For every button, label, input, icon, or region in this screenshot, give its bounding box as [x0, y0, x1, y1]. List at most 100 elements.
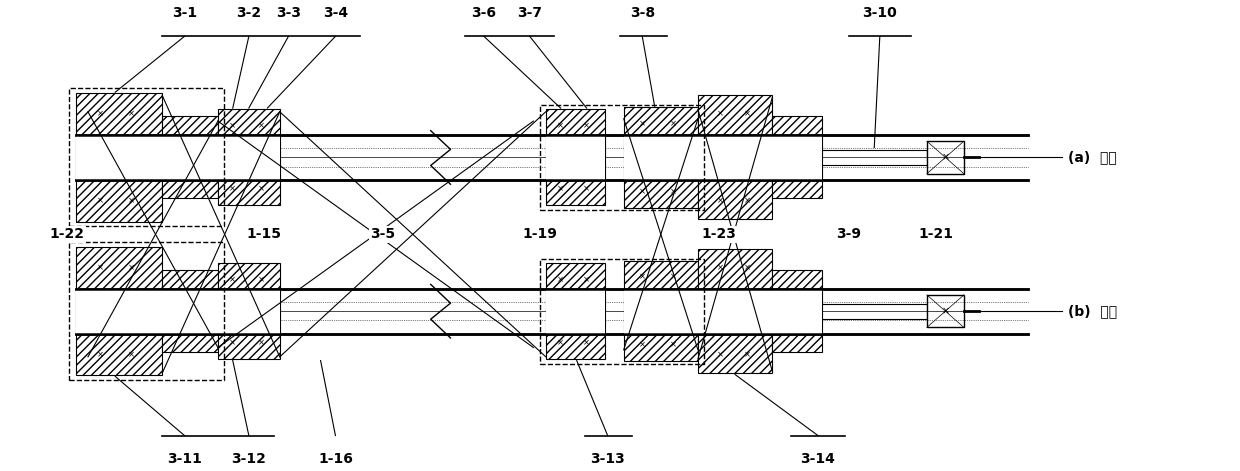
Bar	[76, 157, 162, 222]
Bar	[624, 311, 698, 361]
Text: ×: ×	[583, 275, 590, 284]
Bar	[546, 311, 605, 359]
Bar	[546, 109, 605, 157]
Text: 1-16: 1-16	[317, 452, 353, 466]
Bar	[218, 263, 280, 311]
Bar	[218, 109, 280, 157]
Text: ×: ×	[639, 119, 646, 128]
Text: ×: ×	[670, 119, 677, 128]
Bar	[162, 270, 218, 311]
Text: ×: ×	[128, 110, 135, 119]
Text: ×: ×	[583, 185, 590, 194]
Text: ×: ×	[97, 350, 104, 359]
Bar	[773, 157, 822, 198]
Bar	[926, 141, 963, 174]
Text: (a)  钒接: (a) 钒接	[1068, 150, 1117, 164]
Bar	[822, 304, 926, 318]
Text: ×: ×	[744, 110, 751, 119]
Text: ×: ×	[97, 263, 104, 272]
Bar	[773, 311, 822, 352]
Text: ×: ×	[557, 338, 564, 347]
Bar	[76, 311, 162, 375]
Text: ×: ×	[229, 121, 237, 130]
Text: ×: ×	[557, 121, 564, 130]
Bar	[69, 89, 224, 227]
Text: 3-6: 3-6	[471, 6, 496, 20]
Text: ×: ×	[258, 121, 264, 130]
Bar	[162, 289, 218, 333]
Text: 3-3: 3-3	[277, 6, 301, 20]
Text: 3-10: 3-10	[863, 6, 898, 20]
Text: 1-21: 1-21	[918, 227, 954, 241]
Text: (b)  固接: (b) 固接	[1068, 304, 1117, 318]
Bar	[162, 311, 218, 352]
Bar	[162, 157, 218, 198]
Text: ×: ×	[717, 350, 724, 359]
Bar	[698, 96, 773, 157]
Bar	[539, 105, 704, 210]
Bar	[162, 135, 218, 180]
Text: ×: ×	[258, 185, 264, 194]
Text: 1-22: 1-22	[50, 227, 84, 241]
Text: ×: ×	[97, 110, 104, 119]
Bar	[539, 259, 704, 364]
Bar	[624, 107, 698, 157]
Text: 3-9: 3-9	[837, 227, 862, 241]
Text: 3-14: 3-14	[801, 452, 836, 466]
Bar	[624, 157, 698, 208]
Text: 3-5: 3-5	[370, 227, 396, 241]
Text: ×: ×	[557, 185, 564, 194]
Text: ×: ×	[128, 196, 135, 205]
Bar	[773, 116, 822, 157]
Text: ×: ×	[717, 263, 724, 272]
Text: ×: ×	[229, 338, 237, 347]
Text: ×: ×	[670, 187, 677, 196]
Bar	[773, 289, 822, 333]
Text: ×: ×	[229, 185, 237, 194]
Bar	[218, 311, 280, 359]
Text: ×: ×	[744, 196, 751, 205]
Text: 3-12: 3-12	[232, 452, 267, 466]
Text: ×: ×	[258, 338, 264, 347]
Bar	[698, 311, 773, 373]
Text: ×: ×	[941, 153, 950, 162]
Bar	[162, 116, 218, 157]
Text: 3-13: 3-13	[590, 452, 625, 466]
Text: 3-7: 3-7	[517, 6, 542, 20]
Text: ×: ×	[258, 275, 264, 284]
Bar	[218, 289, 280, 333]
Bar	[546, 263, 605, 311]
Text: ×: ×	[557, 275, 564, 284]
Bar	[546, 135, 605, 180]
Text: ×: ×	[639, 187, 646, 196]
Bar	[69, 242, 224, 380]
Text: ×: ×	[583, 338, 590, 347]
Bar	[698, 289, 773, 333]
Text: ×: ×	[229, 275, 237, 284]
Bar	[698, 157, 773, 219]
Text: ×: ×	[639, 341, 646, 349]
Bar	[76, 289, 162, 333]
Text: 3-8: 3-8	[630, 6, 655, 20]
Text: 3-11: 3-11	[167, 452, 202, 466]
Bar	[546, 289, 605, 333]
Text: 3-4: 3-4	[322, 6, 348, 20]
Text: 3-2: 3-2	[237, 6, 262, 20]
Text: 3-1: 3-1	[172, 6, 197, 20]
Text: 1-23: 1-23	[702, 227, 737, 241]
Text: ×: ×	[128, 263, 135, 272]
Bar	[218, 157, 280, 205]
Text: 1-19: 1-19	[522, 227, 557, 241]
Bar	[76, 93, 162, 157]
Text: ×: ×	[583, 121, 590, 130]
Bar	[218, 135, 280, 180]
Text: ×: ×	[670, 341, 677, 349]
Text: ×: ×	[941, 306, 950, 316]
Text: ×: ×	[128, 350, 135, 359]
Bar	[76, 247, 162, 311]
Text: ×: ×	[717, 196, 724, 205]
Bar	[698, 135, 773, 180]
Bar	[624, 135, 698, 180]
Text: ×: ×	[97, 196, 104, 205]
Bar	[926, 295, 963, 327]
